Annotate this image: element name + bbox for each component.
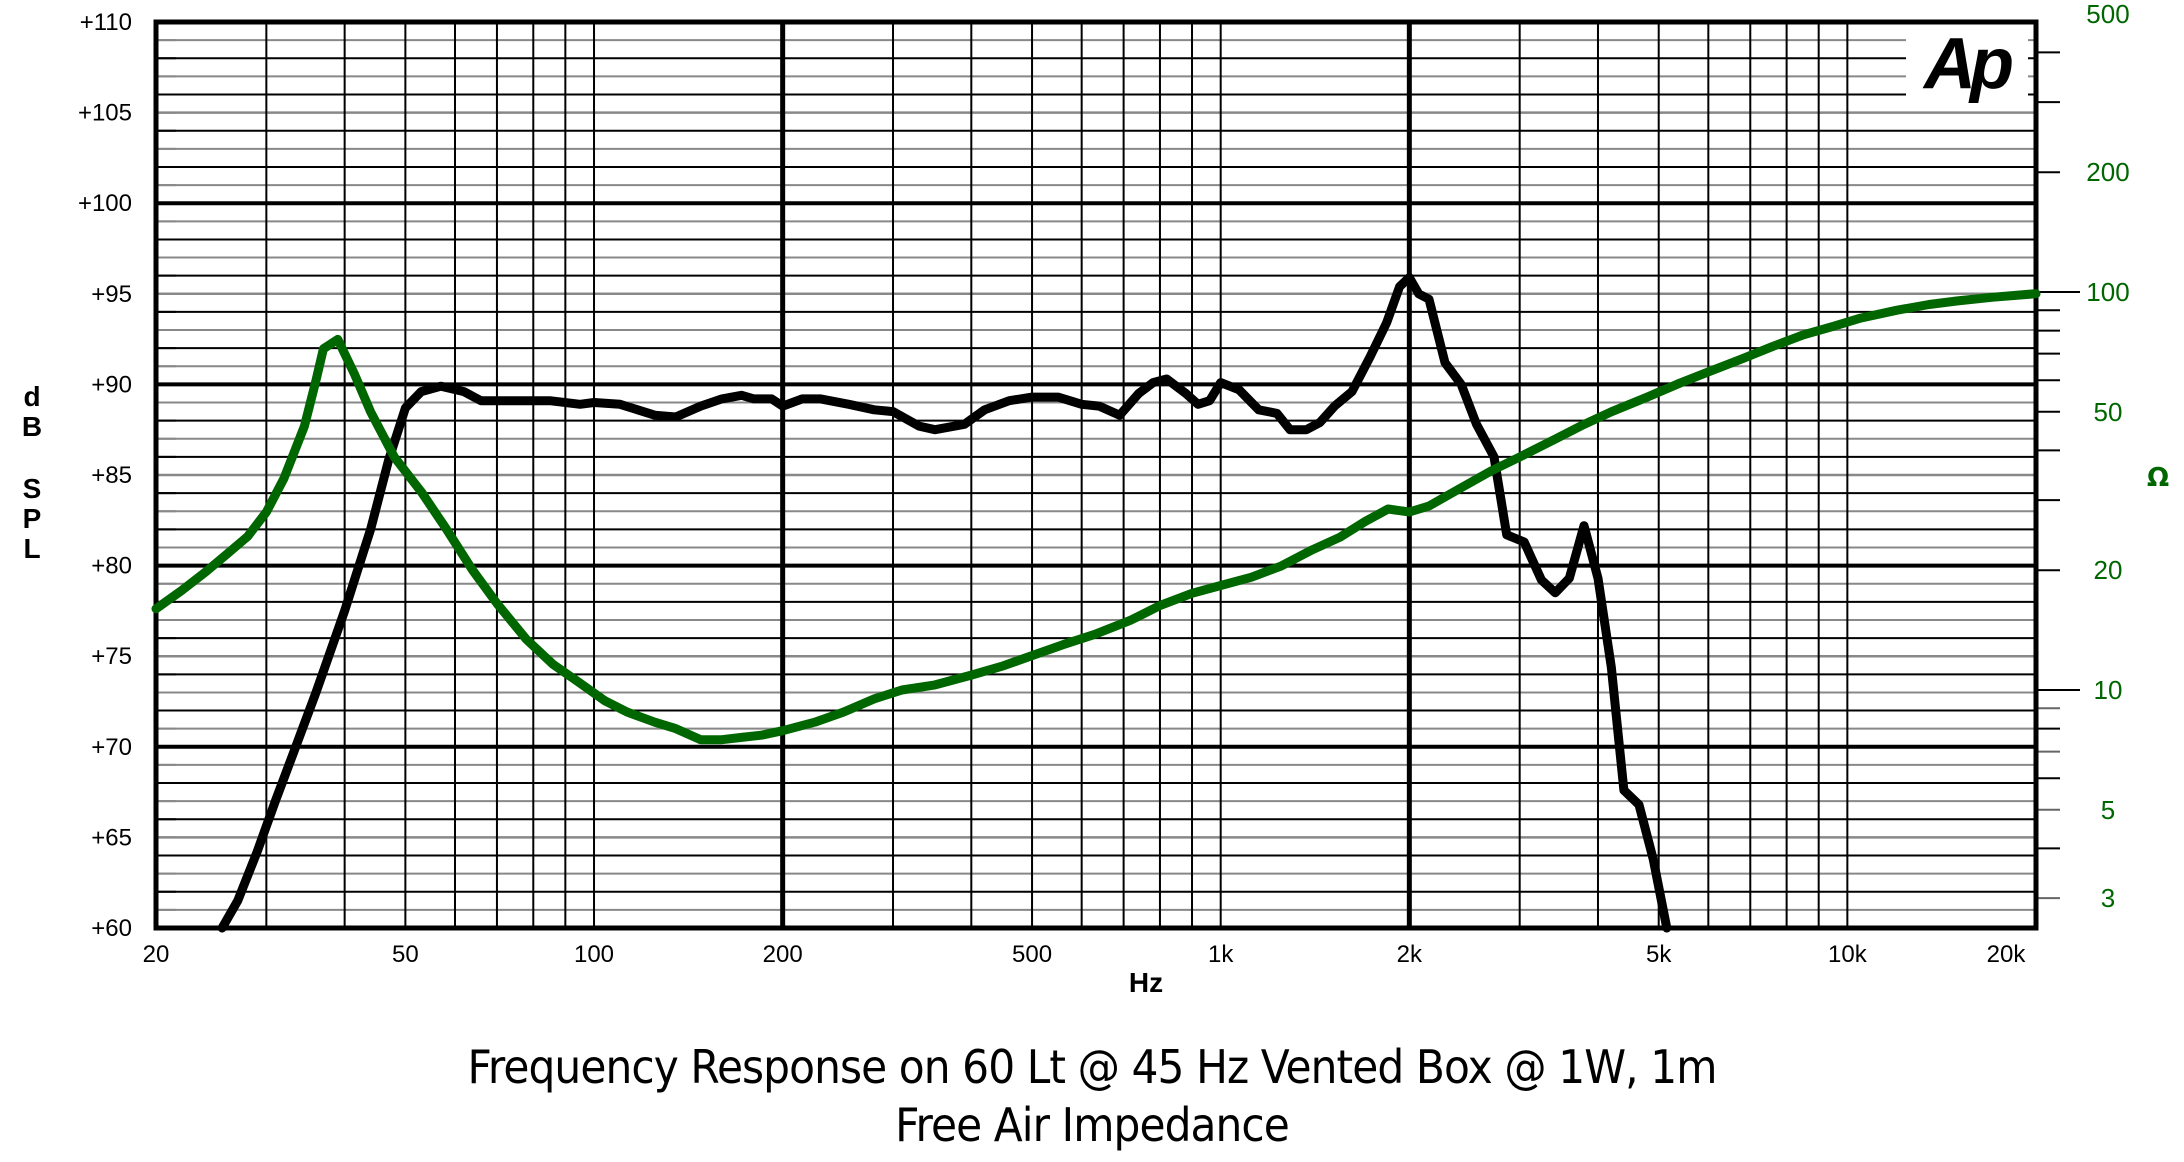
left-axis-ticks <box>156 21 176 929</box>
y-right-tick-label: 5 <box>2101 795 2115 825</box>
y-tick-label: +95 <box>91 281 132 308</box>
left-axis-labels: +110 +105 +100 +95 +90 +85 +80 +75 +70 +65 +60 <box>78 9 132 942</box>
plot-frame <box>153 19 2039 931</box>
svg-text:L: L <box>23 533 40 564</box>
x-tick-label: 200 <box>763 941 803 968</box>
y-right-tick-label: 20 <box>2094 555 2123 585</box>
y-right-tick-label: 200 <box>2086 157 2129 187</box>
y-tick-label: +85 <box>91 462 132 489</box>
y-right-tick-label: 3 <box>2101 883 2115 913</box>
impedance-curve <box>151 289 2041 745</box>
svg-text:P: P <box>23 503 42 534</box>
y-tick-label: +105 <box>78 100 132 127</box>
y-tick-label: +110 <box>80 9 132 36</box>
y-tick-label: +80 <box>91 553 132 580</box>
minor-grid <box>156 22 2036 928</box>
y-axis-title: d B S P L <box>22 381 42 564</box>
y-right-tick-label: 100 <box>2086 277 2129 307</box>
y-right-tick-label: 10 <box>2094 675 2123 705</box>
right-axis-title: Ω <box>2147 463 2169 493</box>
svg-text:d: d <box>23 381 40 412</box>
right-axis-ticks <box>2036 51 2080 900</box>
series-layer <box>151 273 2041 933</box>
x-tick-label: 100 <box>574 941 614 968</box>
y-right-tick-label: 50 <box>2094 397 2123 427</box>
x-tick-label: 20k <box>1987 941 2027 968</box>
x-axis-labels: 20 50 100 200 500 1k 2k 5k 10k 20k <box>143 941 2027 968</box>
x-tick-label: 20 <box>143 941 170 968</box>
ap-logo: Ap <box>1906 24 2028 104</box>
x-tick-label: 5k <box>1646 941 1672 968</box>
svg-text:Ap: Ap <box>1922 24 2012 104</box>
chart-subtitle: Free Air Impedance <box>895 1098 1290 1152</box>
y-tick-label: +75 <box>91 643 132 670</box>
chart-title: Frequency Response on 60 Lt @ 45 Hz Vent… <box>467 1040 1717 1094</box>
x-tick-label: 10k <box>1828 941 1868 968</box>
y-tick-label: +60 <box>91 915 132 942</box>
x-tick-label: 1k <box>1208 941 1234 968</box>
y-tick-label: +70 <box>91 734 132 761</box>
y-tick-label: +100 <box>78 190 132 217</box>
x-tick-label: 500 <box>1012 941 1052 968</box>
right-axis-labels: 500 200 100 50 20 10 5 3 <box>2086 0 2129 913</box>
spl-curve <box>217 273 1672 933</box>
y-tick-label: +65 <box>91 824 132 851</box>
x-axis-title: Hz <box>1129 967 1163 998</box>
x-tick-label: 50 <box>392 941 419 968</box>
x-tick-label: 2k <box>1397 941 1423 968</box>
svg-text:S: S <box>23 473 42 504</box>
y-tick-label: +90 <box>91 371 132 398</box>
y-right-tick-label: 500 <box>2086 0 2129 29</box>
svg-text:B: B <box>22 411 42 442</box>
